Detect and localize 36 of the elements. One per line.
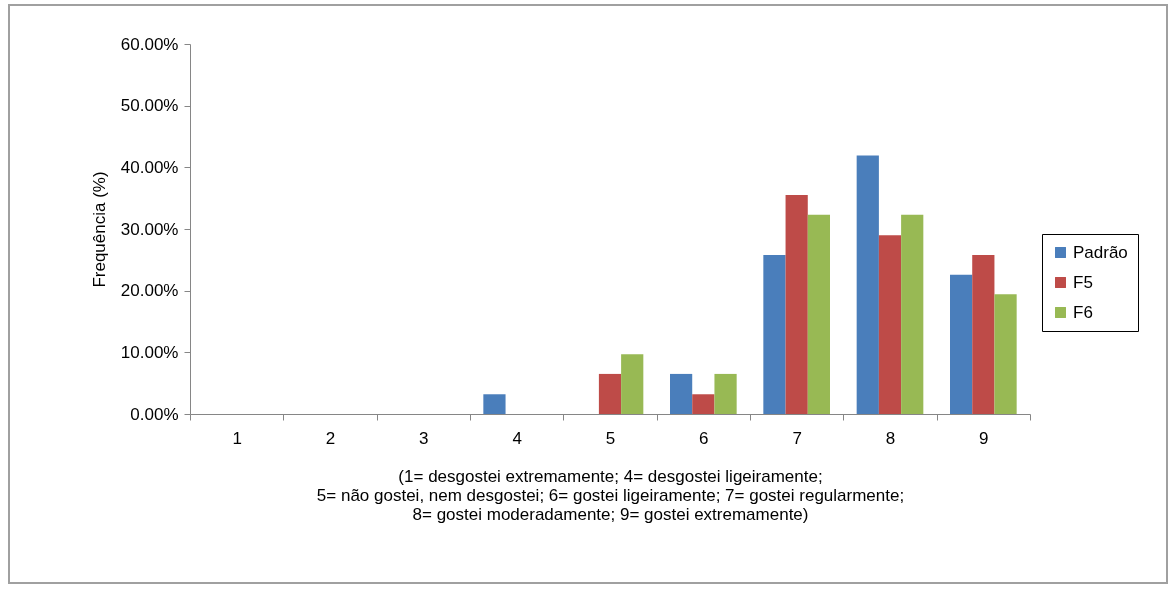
- x-tick-label: 9: [979, 428, 989, 448]
- bar: [763, 254, 786, 414]
- y-axis-title: Frequência (%): [89, 171, 109, 288]
- bar: [994, 294, 1017, 414]
- x-axis-title: (1= desgostei extremamente; 4= desgostei ligeiramente; 5= não gostei, nem desgostei; 6= gostei ligeiramente; 7= gostei regularmente; 8= gostei moderadamente; 9= gostei extremamente): [316, 466, 905, 524]
- x-tick-label: 3: [419, 428, 429, 448]
- x-tick-label: 2: [325, 428, 336, 448]
- bar: [714, 373, 737, 414]
- bar: [785, 195, 808, 414]
- x-tick-label: 8: [885, 428, 896, 448]
- bar: [856, 155, 879, 414]
- y-tick-label: 20.00%: [120, 281, 179, 301]
- y-tick-label: 30.00%: [120, 219, 179, 239]
- legend-label: F5: [1073, 272, 1093, 292]
- y-tick-label: 0.00%: [130, 404, 179, 424]
- bar: [692, 394, 715, 414]
- x-tick-label: 6: [699, 428, 709, 448]
- bar: [878, 235, 902, 414]
- bar: [972, 254, 995, 414]
- bar: [621, 354, 644, 414]
- bar: [598, 373, 622, 414]
- x-tick-label: 7: [792, 428, 802, 448]
- y-tick-label: 50.00%: [120, 96, 179, 116]
- bar: [670, 373, 693, 414]
- y-tick-label: 60.00%: [120, 34, 179, 54]
- bar: [901, 214, 924, 414]
- y-tick-label: 10.00%: [120, 342, 179, 362]
- y-tick-label: 40.00%: [120, 157, 179, 177]
- legend-label: F6: [1073, 302, 1093, 322]
- bar: [807, 214, 830, 414]
- x-tick-label: 1: [232, 428, 242, 448]
- x-tick-label: 4: [512, 428, 522, 448]
- x-tick-label: 5: [605, 428, 616, 448]
- bar: [950, 274, 973, 414]
- bar: [483, 394, 506, 414]
- legend-label: Padrão: [1073, 242, 1128, 262]
